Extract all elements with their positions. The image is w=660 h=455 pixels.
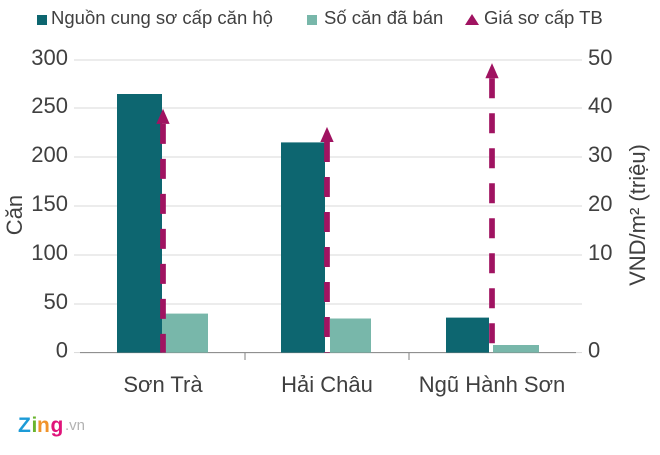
svg-text:40: 40 bbox=[588, 93, 612, 118]
svg-text:Sơn Trà: Sơn Trà bbox=[123, 372, 203, 397]
svg-text:50: 50 bbox=[44, 289, 68, 314]
svg-text:50: 50 bbox=[588, 45, 612, 70]
svg-text:10: 10 bbox=[588, 240, 612, 265]
svg-text:Căn: Căn bbox=[2, 195, 27, 235]
svg-text:Nguồn cung sơ cấp căn hộ: Nguồn cung sơ cấp căn hộ bbox=[51, 7, 273, 28]
svg-text:20: 20 bbox=[588, 191, 612, 216]
svg-text:0: 0 bbox=[56, 338, 68, 363]
svg-text:250: 250 bbox=[31, 93, 68, 118]
svg-text:Hải Châu: Hải Châu bbox=[281, 372, 373, 397]
svg-text:Ngũ Hành Sơn: Ngũ Hành Sơn bbox=[419, 372, 566, 397]
svg-text:g: g bbox=[51, 414, 64, 437]
svg-text:VND/m² (triệu): VND/m² (triệu) bbox=[625, 144, 650, 286]
svg-text:Z: Z bbox=[18, 414, 31, 437]
svg-text:200: 200 bbox=[31, 142, 68, 167]
svg-text:150: 150 bbox=[31, 191, 68, 216]
svg-text:n: n bbox=[37, 414, 50, 437]
svg-text:0: 0 bbox=[588, 338, 600, 363]
svg-text:Số căn đã bán: Số căn đã bán bbox=[324, 7, 443, 28]
svg-text:30: 30 bbox=[588, 142, 612, 167]
svg-text:100: 100 bbox=[31, 240, 68, 265]
svg-text:.vn: .vn bbox=[65, 417, 85, 434]
svg-text:300: 300 bbox=[31, 45, 68, 70]
svg-text:Giá sơ cấp TB: Giá sơ cấp TB bbox=[484, 7, 603, 28]
